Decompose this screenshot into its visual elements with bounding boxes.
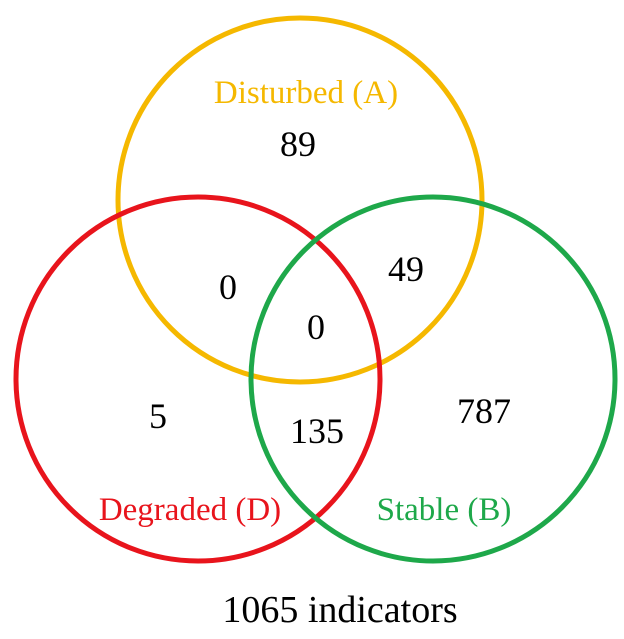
- disturbed-label: Disturbed (A): [214, 75, 398, 111]
- count-degraded-only: 5: [149, 396, 167, 436]
- degraded-circle: [13, 194, 383, 564]
- count-disturbed-only: 89: [280, 124, 316, 164]
- stable-label: Stable (B): [377, 492, 512, 528]
- count-disturbed-stable: 49: [388, 249, 424, 289]
- count-degraded-stable: 135: [290, 411, 344, 451]
- count-stable-only: 787: [457, 391, 511, 431]
- count-disturbed-degraded: 0: [219, 267, 237, 307]
- stable-circle: [248, 194, 618, 564]
- total-indicators: 1065 indicators: [222, 589, 457, 631]
- degraded-label: Degraded (D): [99, 492, 281, 528]
- count-all-three: 0: [307, 307, 325, 347]
- disturbed-circle: [115, 15, 485, 385]
